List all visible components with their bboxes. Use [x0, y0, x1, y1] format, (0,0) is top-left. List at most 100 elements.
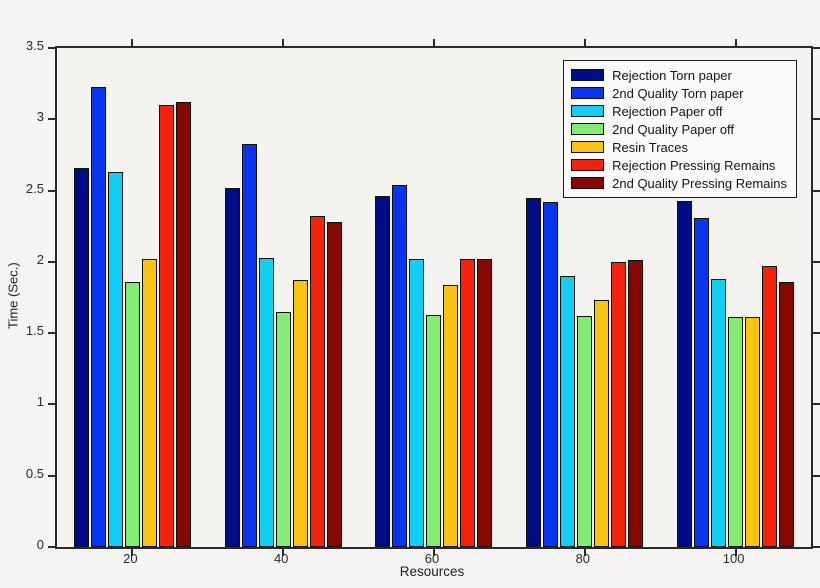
bar: [628, 260, 644, 547]
y-tick-mark: [48, 47, 55, 49]
x-tick-label: 20: [123, 551, 138, 566]
y-tick-mark: [48, 189, 55, 192]
legend-label: 2nd Quality Pressing Remains: [612, 175, 787, 191]
legend-item: Resin Traces: [571, 138, 787, 156]
legend-item: 2nd Quality Paper off: [571, 120, 787, 138]
bar: [275, 311, 291, 547]
y-tick-mark: [813, 546, 820, 548]
bar: [594, 300, 610, 547]
legend-label: Rejection Paper off: [612, 103, 723, 119]
bar: [779, 281, 795, 547]
legend-swatch: [571, 69, 605, 81]
x-tick-mark: [282, 39, 285, 46]
bar: [745, 317, 761, 547]
bar: [241, 143, 257, 547]
x-tick-mark: [433, 549, 435, 556]
y-tick-mark: [48, 474, 55, 477]
bar-group-80: [509, 48, 660, 547]
bar: [326, 221, 342, 547]
legend-item: Rejection Pressing Remains: [571, 156, 787, 174]
x-tick-mark: [583, 549, 586, 556]
legend-item: Rejection Paper off: [571, 102, 787, 120]
y-tick-label: 0: [36, 537, 44, 552]
y-tick-mark: [813, 474, 820, 477]
bar: [443, 284, 459, 547]
bar: [426, 314, 442, 547]
bar-group-40: [208, 48, 359, 547]
bar: [392, 184, 408, 547]
legend-item: Rejection Torn paper: [571, 66, 787, 84]
legend-label: 2nd Quality Paper off: [612, 121, 735, 137]
bar: [762, 266, 778, 547]
bar: [158, 105, 174, 547]
bar: [560, 276, 576, 547]
x-tick-label: 80: [575, 551, 591, 566]
legend-label: 2nd Quality Torn paper: [612, 85, 744, 101]
bar: [258, 257, 274, 547]
x-tick-label: 40: [273, 551, 289, 566]
y-tick-mark: [813, 403, 820, 406]
bar: [611, 261, 627, 547]
x-axis-title: Resources: [399, 564, 465, 579]
y-tick-label: 2.5: [25, 180, 44, 196]
bar: [73, 167, 89, 547]
bar: [224, 187, 240, 547]
legend-item: 2nd Quality Pressing Remains: [571, 174, 787, 192]
y-tick-mark: [813, 260, 820, 263]
y-tick-label: 1.5: [25, 323, 44, 339]
y-tick-mark: [48, 403, 55, 406]
bar: [477, 259, 493, 547]
x-tick-mark: [433, 39, 435, 46]
x-tick-label: 60: [424, 551, 440, 566]
x-tick-mark: [734, 39, 737, 46]
bar-group-60: [359, 48, 510, 547]
y-tick-mark: [48, 118, 55, 121]
y-tick-mark: [813, 189, 820, 192]
y-tick-mark: [813, 332, 820, 335]
x-tick-mark: [282, 549, 285, 556]
legend-swatch: [571, 177, 605, 189]
bar: [409, 259, 425, 547]
bar-groups: [57, 48, 811, 547]
bar: [309, 216, 325, 547]
y-tick-mark: [48, 546, 55, 548]
x-tick-mark: [131, 549, 134, 556]
bar: [543, 201, 559, 547]
plot-area: Rejection Torn paper 2nd Quality Torn pap…: [48, 39, 820, 556]
bar: [677, 200, 693, 547]
bar-group-20: [57, 48, 208, 547]
bar: [728, 317, 744, 547]
legend-label: Resin Traces: [612, 139, 689, 155]
x-tick-mark: [583, 39, 586, 46]
bar: [124, 281, 140, 547]
x-tick-label: 100: [722, 551, 745, 566]
y-tick-label: 3.5: [25, 38, 44, 53]
bar: [526, 197, 542, 547]
bar: [141, 259, 157, 547]
legend-swatch: [571, 123, 605, 135]
y-tick-label: 0.5: [25, 465, 44, 481]
legend-label: Rejection Torn paper: [612, 67, 732, 83]
legend-label: Rejection Pressing Remains: [612, 157, 776, 173]
bar: [90, 86, 106, 547]
legend-swatch: [571, 87, 605, 99]
x-tick-mark: [734, 549, 737, 556]
bar: [577, 316, 593, 547]
y-tick-mark: [48, 260, 55, 263]
legend-swatch: [571, 141, 605, 153]
bar: [107, 172, 123, 547]
y-tick-mark: [48, 332, 55, 335]
legend-swatch: [571, 159, 605, 171]
legend-item: 2nd Quality Torn paper: [571, 84, 787, 102]
y-tick-label: 1: [36, 394, 44, 410]
bar-group-100: [660, 48, 811, 547]
y-tick-mark: [813, 118, 820, 121]
y-tick-label: 2: [36, 251, 44, 267]
y-tick-label: 3: [36, 109, 44, 125]
bar: [375, 196, 391, 547]
y-tick-mark: [813, 47, 820, 49]
legend: Rejection Torn paper 2nd Quality Torn pap…: [563, 60, 797, 198]
bar: [460, 259, 476, 547]
bar: [292, 280, 308, 547]
